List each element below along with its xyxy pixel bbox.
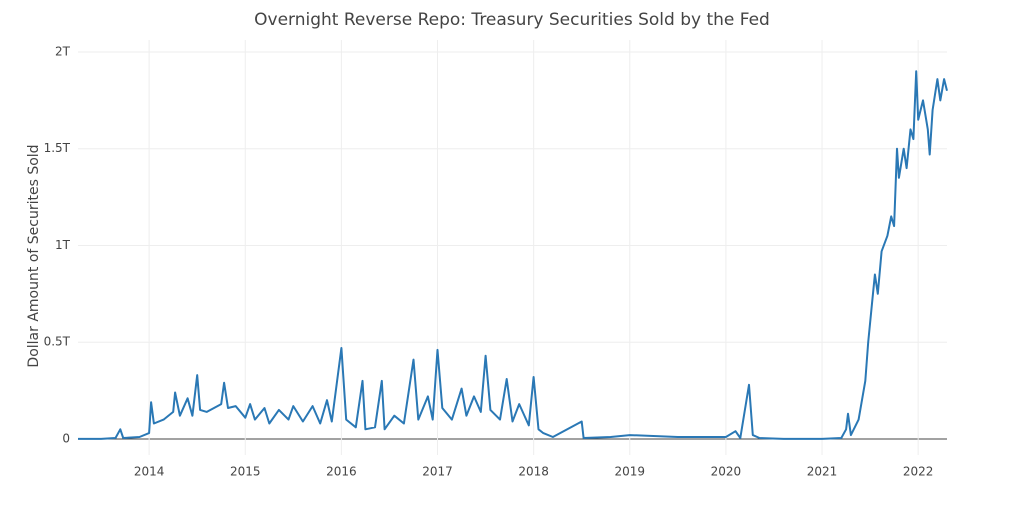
x-tick-label: 2018	[518, 465, 549, 479]
x-tick-label: 2021	[807, 465, 838, 479]
x-tick-label: 2022	[903, 465, 934, 479]
x-tick-label: 2014	[134, 465, 165, 479]
x-tick-label: 2017	[422, 465, 453, 479]
y-tick-label: 0	[62, 431, 70, 445]
y-axis-label: Dollar Amount of Securites Sold	[26, 144, 42, 367]
x-tick-label: 2016	[326, 465, 357, 479]
line-series	[78, 70, 948, 440]
y-tick-label: 2T	[55, 44, 71, 58]
y-tick-label: 1T	[55, 238, 71, 252]
x-tick-label: 2019	[615, 465, 646, 479]
x-tick-label: 2020	[711, 465, 742, 479]
y-tick-label: 0.5T	[44, 335, 71, 349]
x-tick-label: 2015	[230, 465, 261, 479]
chart-title: Overnight Reverse Repo: Treasury Securit…	[254, 10, 770, 30]
y-tick-label: 1.5T	[44, 141, 71, 155]
